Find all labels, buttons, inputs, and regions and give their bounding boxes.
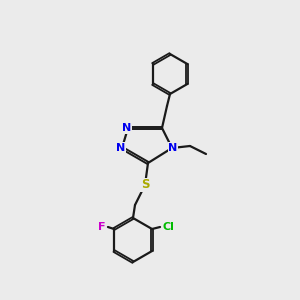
Text: N: N — [168, 143, 178, 153]
Text: F: F — [98, 222, 106, 232]
Text: S: S — [141, 178, 149, 191]
Text: Cl: Cl — [162, 222, 174, 232]
Text: N: N — [122, 123, 132, 133]
Text: N: N — [116, 143, 126, 153]
